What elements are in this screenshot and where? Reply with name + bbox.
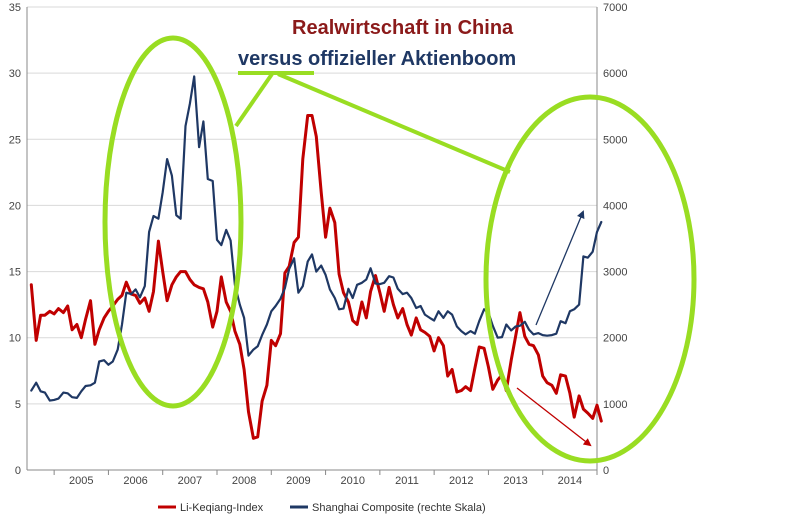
y-right-tick-label: 6000: [603, 68, 627, 80]
y-right-tick-label: 3000: [603, 267, 627, 279]
legend-item-li-keqiang-label: Li-Keqiang-Index: [180, 502, 264, 514]
y-left-tick-label: 5: [15, 399, 21, 411]
x-tick-label: 2012: [449, 475, 473, 487]
y-right-tick-label: 4000: [603, 200, 627, 212]
y-left-tick-label: 15: [9, 267, 21, 279]
series-line-shanghai: [30, 75, 603, 402]
x-tick-label: 2014: [558, 475, 582, 487]
x-tick-label: 2011: [395, 475, 419, 487]
x-tick-label: 2007: [178, 475, 202, 487]
y-right-tick-label: 5000: [603, 134, 627, 146]
trend-arrow-up: [535, 210, 585, 326]
x-tick-label: 2013: [503, 475, 527, 487]
chart-title-line2: versus offizieller Aktienboom: [238, 48, 516, 70]
y-right-tick-label: 2000: [603, 333, 627, 345]
y-left-tick-label: 0: [15, 465, 21, 477]
x-tick-label: 2006: [123, 475, 147, 487]
x-tick-label: 2005: [69, 475, 93, 487]
y-right-tick-label: 7000: [603, 2, 627, 14]
axes: 0 5 10 15 20 25 30 35 0 1000 2000 3000 4000 5000 6000 7…: [9, 2, 628, 487]
x-tick-label: 2010: [340, 475, 364, 487]
y-left-tick-label: 35: [9, 2, 21, 14]
trend-arrow-down: [516, 387, 592, 447]
y-right-tick-label: 1000: [603, 399, 627, 411]
x-tick-label: 2008: [232, 475, 256, 487]
connector-line-right: [277, 72, 511, 174]
legend-item-shanghai-label: Shanghai Composite (rechte Skala): [312, 502, 486, 514]
x-tick-label: 2009: [286, 475, 310, 487]
y-left-tick-label: 30: [9, 68, 21, 80]
legend: Li-Keqiang-Index Shanghai Composite (rech…: [158, 502, 486, 514]
y-right-tick-label: 0: [603, 465, 609, 477]
y-left-tick-label: 20: [9, 200, 21, 212]
y-left-tick-label: 10: [9, 333, 21, 345]
chart-title-line1: Realwirtschaft in China: [292, 17, 514, 39]
highlight-ellipse-2007: [102, 35, 244, 409]
connector-line-left: [234, 72, 274, 128]
series-line-li-keqiang: [29, 114, 603, 440]
annotations: [102, 35, 697, 464]
highlight-ellipse-2014: [483, 94, 697, 464]
series-lines: [29, 75, 603, 440]
y-left-tick-label: 25: [9, 134, 21, 146]
